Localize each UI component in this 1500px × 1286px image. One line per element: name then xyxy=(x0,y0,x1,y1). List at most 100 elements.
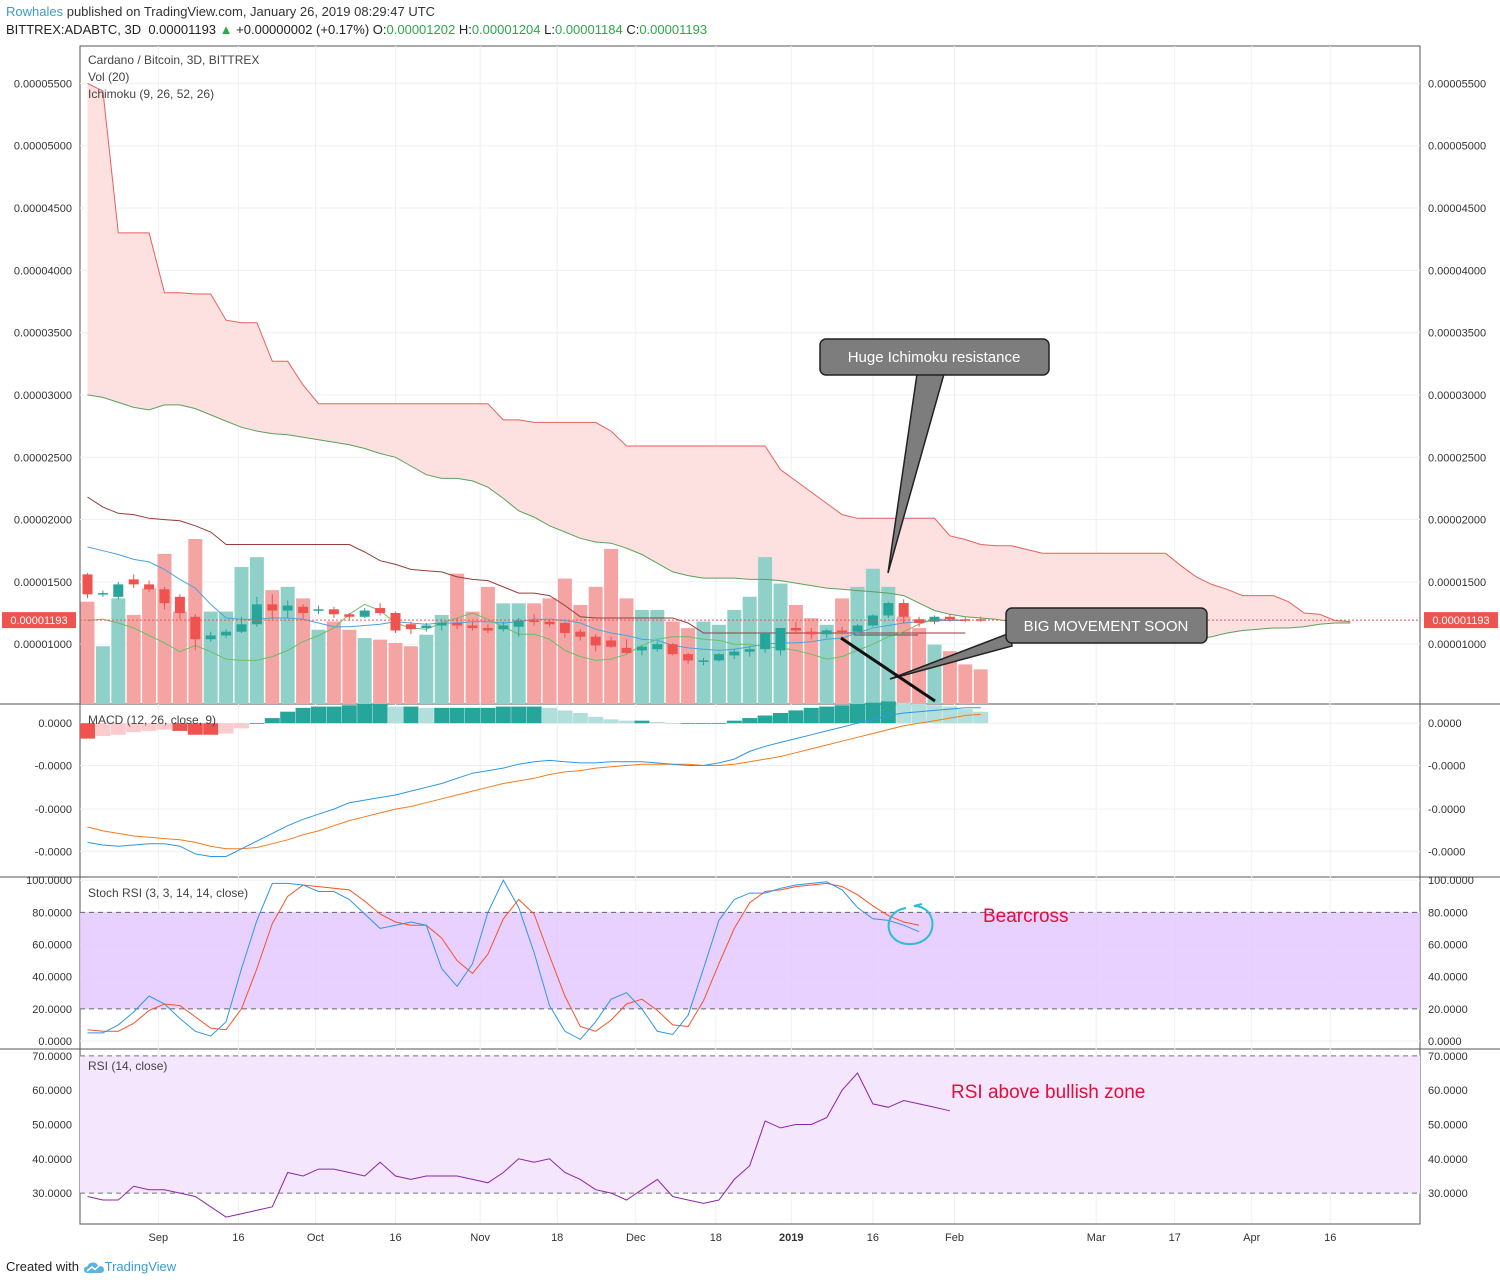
y-tick-label-left: 40.0000 xyxy=(32,972,72,984)
y-tick-label-left: 40.0000 xyxy=(32,1154,72,1166)
macd-histogram-bar xyxy=(526,706,542,724)
x-tick-label: Mar xyxy=(1087,1232,1106,1244)
candle-body xyxy=(760,632,771,650)
candle-body xyxy=(313,609,324,611)
macd-histogram-bar xyxy=(696,723,711,725)
created-with-text: Created with xyxy=(6,1259,79,1274)
y-tick-label-left: 80.0000 xyxy=(32,907,72,919)
macd-histogram-bar xyxy=(311,706,326,724)
x-tick-label: 16 xyxy=(1324,1232,1336,1244)
author-name[interactable]: Rowhales xyxy=(6,4,64,19)
macd-histogram-bar xyxy=(157,723,172,730)
trend-line xyxy=(840,636,936,703)
macd-histogram-bar xyxy=(495,706,511,724)
macd-histogram-bar xyxy=(572,712,588,724)
x-tick-label: Nov xyxy=(470,1232,490,1244)
macd-histogram-bar xyxy=(372,704,388,724)
volume-bar xyxy=(142,588,157,704)
candle-body xyxy=(898,603,909,617)
macd-histogram-bar xyxy=(711,723,727,725)
candle-body xyxy=(837,630,848,632)
candle-body xyxy=(205,635,216,640)
macd-histogram-bar xyxy=(449,707,465,724)
candle-body xyxy=(575,631,586,637)
macd-histogram-bar xyxy=(295,707,311,724)
y-tick-label-left: 0.00003000 xyxy=(14,390,72,402)
x-tick-label: 16 xyxy=(389,1232,401,1244)
volume-bar xyxy=(403,646,418,704)
volume-bar xyxy=(280,586,295,704)
y-tick-label-left: 0.00005000 xyxy=(14,141,72,153)
macd-histogram-bar xyxy=(865,702,881,724)
y-tick-label-right: 40.0000 xyxy=(1428,1154,1468,1166)
volume-bar xyxy=(434,614,449,704)
tradingview-cloud-icon xyxy=(83,1262,104,1274)
macd-histogram-bar xyxy=(80,723,95,739)
volume-legend: Vol (20) xyxy=(88,70,129,84)
volume-bar xyxy=(511,603,526,704)
open-label: O: xyxy=(372,22,387,37)
candle-body xyxy=(667,644,678,655)
candle-body xyxy=(390,613,401,631)
macd-histogram-bar xyxy=(557,710,573,724)
open-value: 0.00001202 xyxy=(386,22,456,37)
y-tick-label-left: 0.00004500 xyxy=(14,203,72,215)
x-tick-label: 16 xyxy=(867,1232,879,1244)
volume-bar xyxy=(850,586,865,704)
y-tick-label-right: 0.00003500 xyxy=(1428,328,1486,340)
volume-bar xyxy=(665,621,680,704)
volume-bar xyxy=(542,598,557,704)
macd-histogram-bar xyxy=(634,720,650,724)
volume-bar xyxy=(650,609,665,704)
volume-bar xyxy=(342,629,357,704)
rsi-band xyxy=(80,1055,1420,1194)
volume-bar xyxy=(557,578,572,704)
macd-histogram-bar xyxy=(788,710,804,724)
y-tick-label-right: 60.0000 xyxy=(1428,940,1468,952)
macd-histogram-bar xyxy=(95,723,111,737)
macd-histogram-bar xyxy=(757,715,773,724)
volume-bar xyxy=(604,548,619,704)
macd-histogram-bar xyxy=(850,704,865,724)
candle-body xyxy=(97,593,108,595)
stoch-d-line xyxy=(87,882,920,1032)
candle-body xyxy=(144,584,155,590)
volume-bar xyxy=(219,611,234,704)
rsi-annotation: RSI above bullish zone xyxy=(951,1082,1145,1103)
footer: Created with TradingView xyxy=(6,1259,176,1274)
volume-bar xyxy=(865,568,880,704)
y-tick-label-right: 0.0000 xyxy=(1428,718,1462,730)
volume-bar xyxy=(819,624,834,704)
y-tick-label-right: -0.0000 xyxy=(1428,804,1465,816)
volume-bar xyxy=(172,611,187,704)
candle-body xyxy=(852,625,863,632)
macd-histogram-bar xyxy=(249,723,265,725)
macd-histogram-bar xyxy=(834,705,850,724)
y-tick-label-right: 0.00002000 xyxy=(1428,515,1486,527)
volume-bar xyxy=(419,634,434,704)
volume-bar xyxy=(95,646,110,704)
candle-body xyxy=(482,627,493,631)
candle-body xyxy=(328,609,339,615)
candle-body xyxy=(282,605,293,611)
bearcross-circle-mark xyxy=(887,903,934,946)
volume-bar xyxy=(804,618,819,704)
candle-body xyxy=(375,608,386,614)
macd-histogram-bar xyxy=(680,723,696,725)
y-tick-label-left: -0.0000 xyxy=(35,846,72,858)
volume-bar xyxy=(126,614,141,704)
candle-body xyxy=(298,606,309,614)
rsi-legend: RSI (14, close) xyxy=(88,1059,167,1073)
macd-histogram-bar xyxy=(973,711,989,724)
volume-bar xyxy=(758,557,773,704)
candle-body xyxy=(359,610,370,617)
macd-histogram-bar xyxy=(819,706,835,724)
y-tick-label-right: 0.00003000 xyxy=(1428,390,1486,402)
volume-bar xyxy=(357,638,372,704)
candle-body xyxy=(544,621,555,625)
close-label: C: xyxy=(626,22,640,37)
tradingview-brand[interactable]: TradingView xyxy=(104,1259,177,1274)
macd-histogram-bar xyxy=(588,716,604,724)
volume-bar xyxy=(480,586,495,704)
